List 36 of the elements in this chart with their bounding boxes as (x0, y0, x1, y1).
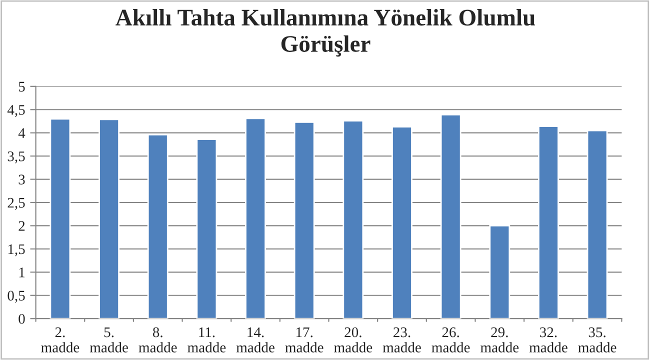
x-tick-label: 8. madde (138, 327, 177, 352)
y-tick-label: 2 (18, 221, 25, 231)
y-tick-label: 1,5 (8, 244, 25, 256)
x-tick-label: 2. madde (41, 327, 80, 352)
bar (245, 118, 266, 319)
x-tick-label: 35. madde (578, 327, 616, 352)
bar (98, 118, 120, 319)
x-tick-label: 29. madde (480, 327, 519, 352)
bar (440, 114, 462, 319)
bar (50, 118, 71, 319)
x-tick-label: 23. madde (382, 327, 421, 352)
bar (342, 120, 364, 319)
y-tick-label: 2,5 (8, 198, 25, 210)
y-tick-label: 0 (18, 314, 25, 324)
x-tick-label: 26. madde (432, 327, 470, 352)
y-tick-label: 0,5 (8, 290, 25, 303)
y-tick-label: 5 (18, 82, 25, 92)
bar (489, 225, 510, 319)
bar (538, 126, 559, 319)
x-tick-label: 5. madde (90, 328, 128, 352)
x-tick-label: 14. madde (236, 327, 274, 352)
x-tick-label: 11. madde (188, 327, 226, 352)
y-tick-label: 1 (19, 268, 25, 278)
y-tick-label: 3,5 (8, 151, 25, 164)
chart-title: Akıllı Tahta Kullanımına Yönelik Olumlu Görüşler (116, 9, 536, 57)
bar (147, 134, 168, 319)
x-tick-label: 32. madde (529, 327, 568, 352)
y-tick-label: 3 (18, 174, 25, 184)
x-tick-label: 20. madde (334, 327, 372, 352)
bar (294, 121, 315, 319)
bar (586, 130, 608, 319)
y-tick-label: 4 (18, 128, 26, 138)
bar (392, 126, 412, 319)
x-tick-label: 17. madde (285, 327, 324, 352)
y-tick-label: 4,5 (7, 105, 25, 117)
bar (196, 138, 218, 319)
